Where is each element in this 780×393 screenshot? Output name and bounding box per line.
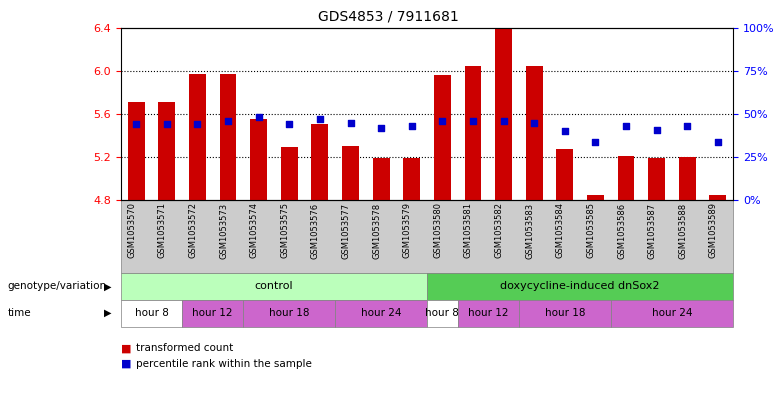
Text: GSM1053581: GSM1053581: [464, 202, 473, 258]
Point: [651, 127, 663, 133]
Text: GSM1053577: GSM1053577: [342, 202, 350, 259]
Text: GSM1053574: GSM1053574: [250, 202, 259, 258]
Bar: [679, 157, 696, 200]
Point: [589, 138, 601, 145]
Bar: [556, 149, 573, 200]
Bar: [311, 124, 328, 200]
Text: GSM1053575: GSM1053575: [280, 202, 289, 258]
Bar: [648, 158, 665, 200]
Bar: [495, 0, 512, 200]
Text: GSM1053589: GSM1053589: [709, 202, 718, 258]
Text: GSM1053570: GSM1053570: [127, 202, 136, 258]
Text: GSM1053579: GSM1053579: [402, 202, 412, 258]
Point: [681, 123, 693, 129]
Point: [222, 118, 234, 124]
Point: [406, 123, 418, 129]
Text: percentile rank within the sample: percentile rank within the sample: [136, 359, 312, 369]
Bar: [465, 66, 481, 200]
Point: [283, 121, 296, 127]
Text: hour 18: hour 18: [269, 308, 310, 318]
Text: hour 8: hour 8: [135, 308, 168, 318]
Point: [130, 121, 143, 127]
Point: [161, 121, 173, 127]
Bar: [618, 156, 634, 200]
Text: GSM1053582: GSM1053582: [495, 202, 504, 258]
Text: hour 24: hour 24: [361, 308, 402, 318]
Point: [528, 119, 541, 126]
Text: GSM1053572: GSM1053572: [189, 202, 197, 258]
Point: [620, 123, 633, 129]
Point: [375, 125, 388, 131]
Bar: [434, 75, 451, 200]
Text: GSM1053580: GSM1053580: [434, 202, 442, 258]
Bar: [250, 119, 267, 200]
Text: transformed count: transformed count: [136, 343, 234, 353]
Text: hour 12: hour 12: [193, 308, 233, 318]
Text: GSM1053578: GSM1053578: [372, 202, 381, 259]
Text: GSM1053573: GSM1053573: [219, 202, 228, 259]
Bar: [281, 147, 298, 200]
Text: GSM1053576: GSM1053576: [311, 202, 320, 259]
Text: GDS4853 / 7911681: GDS4853 / 7911681: [317, 10, 459, 24]
Text: GSM1053571: GSM1053571: [158, 202, 167, 258]
Text: hour 18: hour 18: [544, 308, 585, 318]
Text: GSM1053584: GSM1053584: [556, 202, 565, 258]
Text: hour 8: hour 8: [425, 308, 459, 318]
Point: [711, 138, 724, 145]
Point: [466, 118, 479, 124]
Bar: [128, 102, 144, 200]
Text: GSM1053587: GSM1053587: [647, 202, 657, 259]
Point: [253, 114, 265, 121]
Bar: [373, 158, 389, 200]
Point: [344, 119, 356, 126]
Text: ■: ■: [121, 343, 131, 353]
Text: time: time: [8, 308, 31, 318]
Text: genotype/variation: genotype/variation: [8, 281, 107, 292]
Point: [191, 121, 204, 127]
Text: GSM1053583: GSM1053583: [525, 202, 534, 259]
Bar: [403, 158, 420, 200]
Text: GSM1053588: GSM1053588: [679, 202, 687, 259]
Text: doxycycline-induced dnSox2: doxycycline-induced dnSox2: [501, 281, 660, 292]
Bar: [189, 74, 206, 200]
Text: ▶: ▶: [104, 308, 112, 318]
Text: GSM1053585: GSM1053585: [587, 202, 595, 258]
Text: ■: ■: [121, 359, 131, 369]
Text: hour 24: hour 24: [652, 308, 692, 318]
Bar: [220, 74, 236, 200]
Text: ▶: ▶: [104, 281, 112, 292]
Bar: [526, 66, 543, 200]
Bar: [158, 102, 176, 200]
Text: hour 12: hour 12: [468, 308, 509, 318]
Point: [558, 128, 571, 134]
Bar: [710, 195, 726, 200]
Bar: [342, 146, 359, 200]
Text: control: control: [254, 281, 293, 292]
Point: [436, 118, 448, 124]
Point: [498, 118, 510, 124]
Bar: [587, 195, 604, 200]
Point: [314, 116, 326, 122]
Text: GSM1053586: GSM1053586: [617, 202, 626, 259]
